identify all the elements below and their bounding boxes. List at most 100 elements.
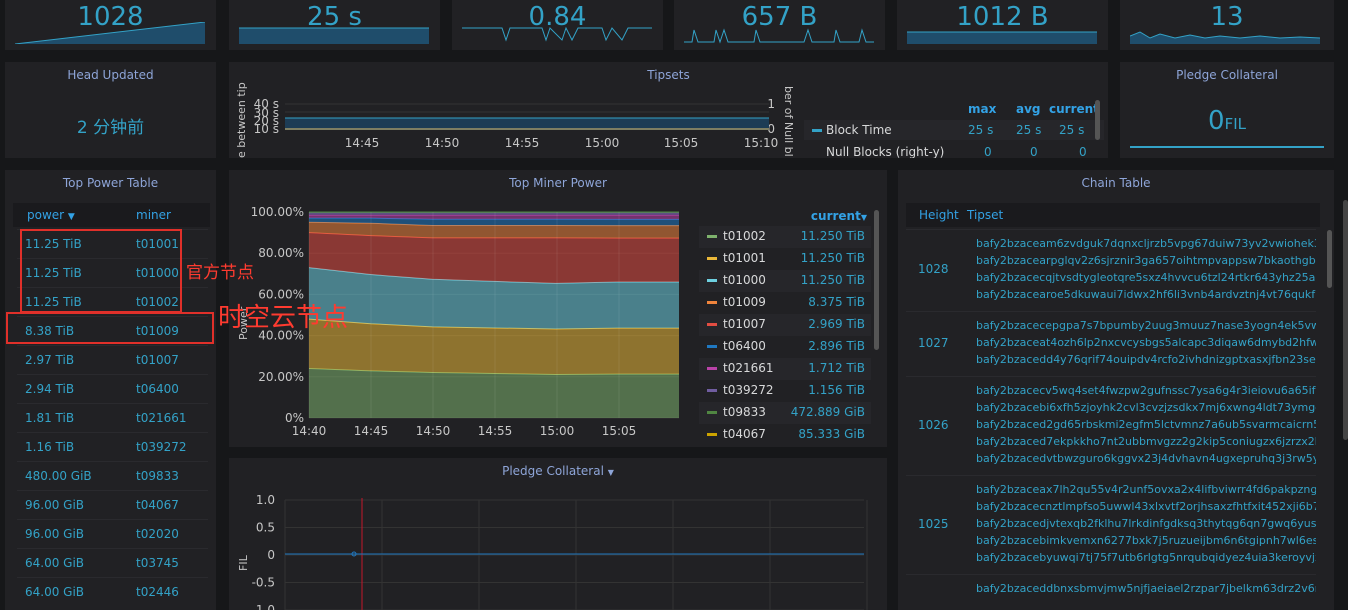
sparkline (462, 22, 652, 44)
block-cid-link[interactable]: bafy2bzacearpglqv2z6sjrznir3ga657oihtmpv… (976, 252, 1316, 269)
tipsets-xtick: 15:00 (585, 136, 620, 150)
column-header-height[interactable]: Height (919, 208, 959, 222)
height-cell: 1026 (918, 418, 949, 432)
pledge-value: 0 (1208, 106, 1225, 136)
legend-header-max[interactable]: max (968, 102, 996, 116)
legend-current: 25 s (1059, 123, 1084, 137)
block-cid-link[interactable]: bafy2bzacebyuwqi7tj75f7utb6rlgtg5nrqubqi… (976, 549, 1316, 566)
legend-name: t01007 (723, 317, 766, 331)
table-row[interactable]: 1025 bafy2bzaceax7lh2qu55v4r2unf5ovxa2x4l… (906, 475, 1316, 573)
legend-scrollbar[interactable] (874, 210, 879, 350)
block-cid-link[interactable]: bafy2bzaced7ekpkkho7nt2ubbmvgzz2g2kip5co… (976, 433, 1316, 450)
power-cell: 2.97 TiB (25, 353, 74, 367)
block-cid-link[interactable]: bafy2bzacearoe5dkuwaui7idwx2hf6li3vnb4ar… (976, 286, 1316, 303)
block-cid-link[interactable]: bafy2bzacedvtbwzguro6kggvx23j4dvhavn4ugx… (976, 450, 1316, 467)
block-cid-link[interactable]: bafy2bzacedd4y76qrif74ouipdv4rcfo2ivhdni… (976, 351, 1316, 368)
chain-scrollbar[interactable] (1327, 230, 1332, 288)
legend-swatch (707, 367, 717, 370)
legend-value: 11.250 TiB (801, 251, 865, 265)
pledge-sparkline (1130, 146, 1324, 148)
legend-name: t021661 (723, 361, 774, 375)
legend-header-avg[interactable]: avg (1016, 102, 1041, 116)
block-cid-link[interactable]: bafy2bzacecnztlmpfso5uwwl43xlxvtf2orjhsa… (976, 498, 1316, 515)
legend-row-t01007[interactable]: t01007 2.969 TiB (699, 314, 871, 336)
legend-swatch (707, 235, 717, 238)
annotation-shikongyun-nodes: 时空云节点 (218, 297, 348, 334)
column-header-power[interactable]: power ▼ (27, 208, 75, 222)
block-cid-link[interactable]: bafy2bzacecv5wq4set4fwzpw2gufnssc7ysa6g4… (976, 382, 1316, 399)
block-cid-link[interactable]: bafy2bzacecepgpa7s7bpumby2uug3muuz7nase3… (976, 317, 1316, 334)
y-tick-label: 0.5 (256, 521, 275, 535)
power-cell: 64.00 GiB (25, 585, 84, 599)
column-header-miner[interactable]: miner (136, 208, 171, 222)
legend-swatch (707, 433, 717, 436)
legend-row-null-blocks[interactable]: Null Blocks (right-y) 0 0 0 (804, 142, 1104, 158)
tipsets-panel: Tipsets e between tip ber of Null bl 40 … (229, 62, 1108, 158)
height-cell: 1025 (918, 517, 949, 531)
legend-value: 85.333 GiB (798, 427, 865, 441)
block-cid-link[interactable]: bafy2bzaceddbnxsbmvjmw5njfjaeiael2rzpar7… (976, 580, 1316, 597)
y-tick-label: 80.00% (258, 246, 304, 260)
sparkline (684, 22, 874, 44)
tipsets-xtick: 15:10 (744, 136, 779, 150)
block-cid-link[interactable]: bafy2bzaced2gd65rbskmi2egfm5lctvmnz7a6ub… (976, 416, 1316, 433)
legend-header-current[interactable]: current▼ (811, 209, 867, 223)
y-tick-label: -0.5 (252, 576, 275, 590)
table-row[interactable]: bafy2bzaceddbnxsbmvjmw5njfjaeiael2rzpar7… (906, 574, 1316, 604)
block-cid-link[interactable]: bafy2bzacedjvtexqb2fklhu7lrkdinfgdksq3th… (976, 515, 1316, 532)
block-cid-link[interactable]: bafy2bzaceax7lh2qu55v4r2unf5ovxa2x4lifbv… (976, 481, 1316, 498)
pledge-top-panel: Pledge Collateral 0FIL (1120, 62, 1334, 158)
y-tick-label: 100.00% (251, 205, 304, 219)
x-tick-label: 14:45 (354, 424, 389, 438)
block-cid-link[interactable]: bafy2bzacebimkvemxn6277bxk7j5ruzueijbm6n… (976, 532, 1316, 549)
x-tick-label: 15:00 (540, 424, 575, 438)
legend-scrollbar[interactable] (1095, 100, 1100, 140)
tipsets-xtick: 14:45 (345, 136, 380, 150)
legend-name: t01002 (723, 229, 766, 243)
page-scrollbar[interactable] (1343, 200, 1348, 440)
legend-value: 8.375 TiB (808, 295, 865, 309)
pledge-top-value: 0FIL (1120, 106, 1334, 136)
legend-header-current[interactable]: current (1049, 102, 1099, 116)
legend-name: t01000 (723, 273, 766, 287)
power-cell: 2.94 TiB (25, 382, 74, 396)
y-tick-label: -1.0 (252, 603, 275, 610)
block-cid-link[interactable]: bafy2bzaceat4ozh6lp2nxcvcysbgs5alcapc3di… (976, 334, 1316, 351)
tipsets-chart: e between tip ber of Null bl 40 s 30 s 2… (229, 62, 799, 158)
x-tick-label: 15:05 (602, 424, 637, 438)
column-header-tipset[interactable]: Tipset (967, 208, 1003, 222)
legend-value: 2.969 TiB (808, 317, 865, 331)
x-tick-label: 14:50 (416, 424, 451, 438)
legend-name: t039272 (723, 383, 774, 397)
head-updated-value: 2 分钟前 (5, 113, 216, 138)
block-cid-link[interactable]: bafy2bzacebi6xfh5zjoyhk2cvl3cvzjzsdkx7mj… (976, 399, 1316, 416)
legend-swatch (707, 389, 717, 392)
legend-row-block-time[interactable]: Block Time 25 s 25 s 25 s (804, 120, 1104, 140)
block-cid-link[interactable]: bafy2bzacecqjtvsdtygleotqre5sxz4hvvcu6tz… (976, 269, 1316, 286)
table-row[interactable]: 1026 bafy2bzacecv5wq4set4fwzpw2gufnssc7ys… (906, 376, 1316, 474)
tipset-cell: bafy2bzacecv5wq4set4fwzpw2gufnssc7ysa6g4… (976, 382, 1316, 467)
block-cid-link[interactable]: bafy2bzaceam6zvdguk7dqnxcljrzb5vpg67duiw… (976, 235, 1316, 252)
